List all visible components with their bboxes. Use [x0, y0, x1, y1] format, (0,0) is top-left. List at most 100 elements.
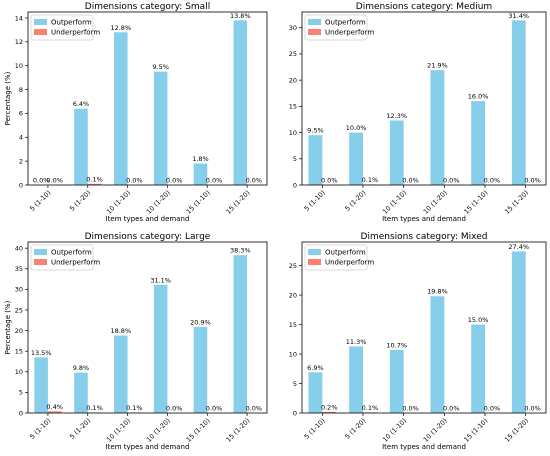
legend: Outperform Underperform — [304, 14, 374, 41]
bar-underperform — [322, 411, 337, 413]
data-label: 0.0% — [443, 177, 460, 185]
data-label: 16.0% — [468, 93, 489, 101]
x-tick-label: 5 (1-10) — [303, 189, 327, 213]
data-label: 31.4% — [508, 12, 529, 20]
chart-panel-4: Dimensions category: Mixed 0 5 10 15 20 25 6.9%… — [289, 232, 547, 451]
data-label: 6.4% — [73, 100, 90, 108]
legend: Outperform Underperform — [30, 244, 100, 271]
y-tick-label: 2 — [19, 157, 23, 165]
y-tick-label: 0 — [293, 409, 297, 417]
bar-outperform — [389, 120, 404, 185]
data-label: 0.1% — [362, 176, 379, 184]
legend: Outperform Underperform — [304, 244, 374, 271]
y-tick-label: 10 — [15, 368, 23, 376]
bar-outperform — [74, 372, 88, 413]
legend-label: Outperform — [51, 19, 92, 27]
y-tick-label: 10 — [15, 62, 23, 70]
data-label: 18.8% — [110, 327, 131, 335]
x-tick-label: 10 (1-10) — [105, 189, 132, 216]
data-label: 10.0% — [346, 124, 367, 132]
y-tick-label: 0 — [293, 181, 297, 189]
legend-label: Outperform — [325, 249, 366, 257]
y-tick-label: 30 — [15, 286, 23, 294]
legend-label: Outperform — [51, 249, 92, 257]
y-tick-label: 25 — [15, 306, 23, 314]
bar-outperform — [349, 346, 363, 413]
x-tick-label: 15 (1-20) — [503, 417, 530, 444]
x-axis-label: Item types and demand — [382, 215, 466, 223]
x-tick-label: 10 (1-20) — [145, 417, 172, 444]
plot-frame — [27, 11, 268, 186]
x-tick-label: 15 (1-20) — [225, 189, 252, 216]
data-label: 1.8% — [192, 155, 209, 163]
data-label: 0.0% — [166, 177, 183, 185]
data-label: 13.5% — [31, 349, 52, 357]
data-label: 12.8% — [110, 24, 131, 32]
x-tick-label: 5 (1-20) — [343, 417, 367, 441]
plot-frame — [301, 11, 547, 186]
x-tick-label: 5 (1-20) — [68, 417, 92, 441]
data-label: 20.9% — [190, 318, 211, 326]
y-tick-label: 12 — [15, 38, 23, 46]
data-label: 0.0% — [484, 177, 501, 185]
x-tick-label: 5 (1-10) — [28, 417, 52, 441]
data-label: 21.9% — [427, 62, 448, 70]
y-tick-label: 35 — [15, 265, 23, 273]
legend-label: Underperform — [51, 259, 100, 267]
y-axis-label: Percentage (%) — [4, 300, 12, 354]
y-tick-label: 20 — [289, 76, 297, 84]
legend-label: Underperform — [325, 259, 374, 267]
chart-title: Dimensions category: Large — [85, 232, 211, 242]
bar-outperform — [193, 326, 208, 413]
y-tick-label: 4 — [19, 134, 23, 142]
bar-outperform — [114, 32, 128, 185]
data-label: 0.0% — [33, 177, 50, 185]
x-tick-label: 5 (1-10) — [28, 189, 52, 213]
y-tick-label: 15 — [289, 321, 297, 329]
y-tick-label: 8 — [19, 86, 23, 94]
x-tick-label: 10 (1-10) — [381, 417, 408, 444]
legend-swatch — [34, 249, 47, 255]
x-tick-label: 15 (1-10) — [185, 417, 212, 444]
bar-outperform — [34, 357, 48, 413]
data-label: 0.0% — [126, 177, 143, 185]
legend-swatch — [34, 19, 47, 25]
data-label: 0.0% — [443, 405, 460, 413]
bar-outperform — [511, 20, 526, 185]
chart-panel-1: Dimensions category: Small 0 2 4 6 8 10 12 14 Per… — [4, 2, 268, 223]
data-label: 0.1% — [362, 404, 379, 412]
bar-outperform — [74, 108, 88, 185]
bar-underperform — [47, 411, 62, 413]
data-label: 13.8% — [230, 12, 251, 20]
chart-title: Dimensions category: Medium — [356, 2, 492, 12]
y-tick-label: 10 — [289, 350, 297, 358]
legend-swatch — [308, 19, 321, 25]
data-label: 0.0% — [246, 177, 263, 185]
data-label: 0.1% — [126, 404, 143, 412]
x-tick-label: 10 (1-20) — [145, 189, 172, 216]
y-tick-label: 5 — [19, 389, 23, 397]
y-tick-label: 20 — [289, 291, 297, 299]
bar-outperform — [430, 70, 445, 185]
x-tick-label: 5 (1-20) — [343, 189, 367, 213]
data-label: 0.0% — [402, 177, 419, 185]
legend-swatch — [308, 259, 321, 265]
y-tick-label: 25 — [289, 262, 297, 270]
bar-outperform — [153, 71, 168, 185]
legend-label: Outperform — [325, 19, 366, 27]
data-label: 6.9% — [307, 364, 324, 372]
data-label: 0.0% — [524, 177, 541, 185]
data-label: 0.0% — [524, 405, 541, 413]
data-label: 27.4% — [508, 243, 529, 251]
legend-swatch — [308, 249, 321, 255]
y-tick-label: 0 — [19, 409, 23, 417]
x-tick-label: 15 (1-20) — [503, 189, 530, 216]
x-tick-label: 15 (1-20) — [225, 417, 252, 444]
x-tick-label: 15 (1-10) — [462, 417, 489, 444]
y-tick-label: 0 — [19, 181, 23, 189]
chart-panel-2: Dimensions category: Medium 0 5 10 15 20 25 30 9… — [289, 2, 547, 223]
bar-outperform — [308, 135, 323, 185]
bar-outperform — [308, 372, 323, 413]
data-label: 15.0% — [468, 316, 489, 324]
data-label: 9.5% — [152, 63, 169, 71]
